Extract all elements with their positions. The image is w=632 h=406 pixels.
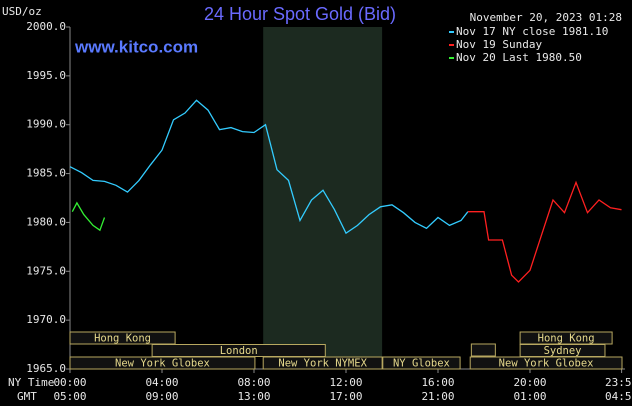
- x-tick-label: 16:00: [421, 376, 454, 389]
- x2-axis-label: GMT: [17, 390, 37, 403]
- session-box: [69, 331, 176, 345]
- series-line: [69, 99, 469, 235]
- series-line: [467, 180, 622, 283]
- chart-title: 24 Hour Spot Gold (Bid): [204, 4, 396, 24]
- x2-tick-label: 21:00: [421, 390, 454, 403]
- session-box: [382, 356, 461, 370]
- session-box: [470, 343, 496, 357]
- session-label: Hong Kong: [538, 333, 595, 345]
- x-tick-label: 20:00: [513, 376, 546, 389]
- y-tick-label: 1990.0: [26, 118, 66, 131]
- session-label: Hong Kong: [94, 333, 151, 345]
- x2-tick-label: 04:59: [605, 390, 632, 403]
- y-tick-label: 2000.0: [26, 20, 66, 33]
- session-label: London: [220, 345, 258, 357]
- x-tick-label: 12:00: [329, 376, 362, 389]
- legend-label: Nov 20 Last 1980.50: [456, 51, 582, 64]
- y-tick-label: 1970.0: [26, 313, 66, 326]
- x-tick-label: 08:00: [237, 376, 270, 389]
- y-tick-label: 1995.0: [26, 69, 66, 82]
- session-label: New York NYMEX: [278, 358, 367, 370]
- x2-tick-label: 13:00: [237, 390, 270, 403]
- y-tick-label: 1965.0: [26, 362, 66, 375]
- x2-tick-label: 05:00: [53, 390, 86, 403]
- x-tick-label: 23:59: [605, 376, 632, 389]
- session-box: [69, 356, 256, 370]
- shaded-session: [263, 27, 383, 369]
- session-box: [469, 356, 623, 370]
- x2-tick-label: 01:00: [513, 390, 546, 403]
- x-tick-label: 00:00: [53, 376, 86, 389]
- legend-label: Nov 19 Sunday: [456, 38, 542, 51]
- site-label: www.kitco.com: [74, 37, 198, 56]
- x-axis-label: NY Time: [8, 376, 54, 389]
- series-line: [71, 201, 106, 232]
- x2-tick-label: 09:00: [145, 390, 178, 403]
- session-label: New York Globex: [115, 358, 210, 370]
- x2-tick-label: 17:00: [329, 390, 362, 403]
- y-tick-label: 1980.0: [26, 215, 66, 228]
- x-tick-label: 04:00: [145, 376, 178, 389]
- y-axis-label: USD/oz: [2, 5, 42, 18]
- legend-label: Nov 17 NY close 1981.10: [456, 25, 608, 38]
- session-label: NY Globex: [393, 358, 450, 370]
- y-tick-label: 1975.0: [26, 264, 66, 277]
- session-box: [262, 356, 383, 370]
- y-tick-label: 1985.0: [26, 167, 66, 180]
- timestamp: November 20, 2023 01:28: [470, 11, 622, 24]
- session-label: New York Globex: [499, 358, 594, 370]
- session-label: Sydney: [544, 345, 582, 357]
